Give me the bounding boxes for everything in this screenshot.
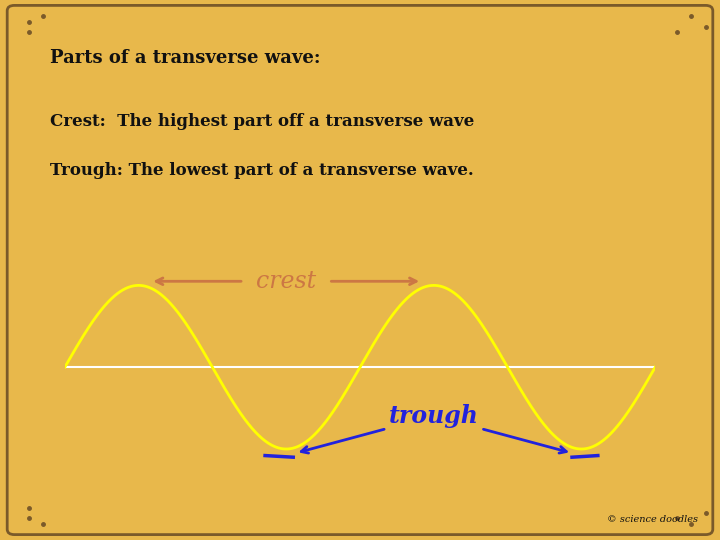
Text: trough: trough xyxy=(389,404,479,428)
Text: crest: crest xyxy=(256,270,316,293)
Text: Trough: The lowest part of a transverse wave.: Trough: The lowest part of a transverse … xyxy=(50,162,474,179)
Text: Parts of a transverse wave:: Parts of a transverse wave: xyxy=(50,49,321,66)
Text: Crest:  The highest part off a transverse wave: Crest: The highest part off a transverse… xyxy=(50,113,474,130)
Text: © science doodles: © science doodles xyxy=(608,515,698,524)
